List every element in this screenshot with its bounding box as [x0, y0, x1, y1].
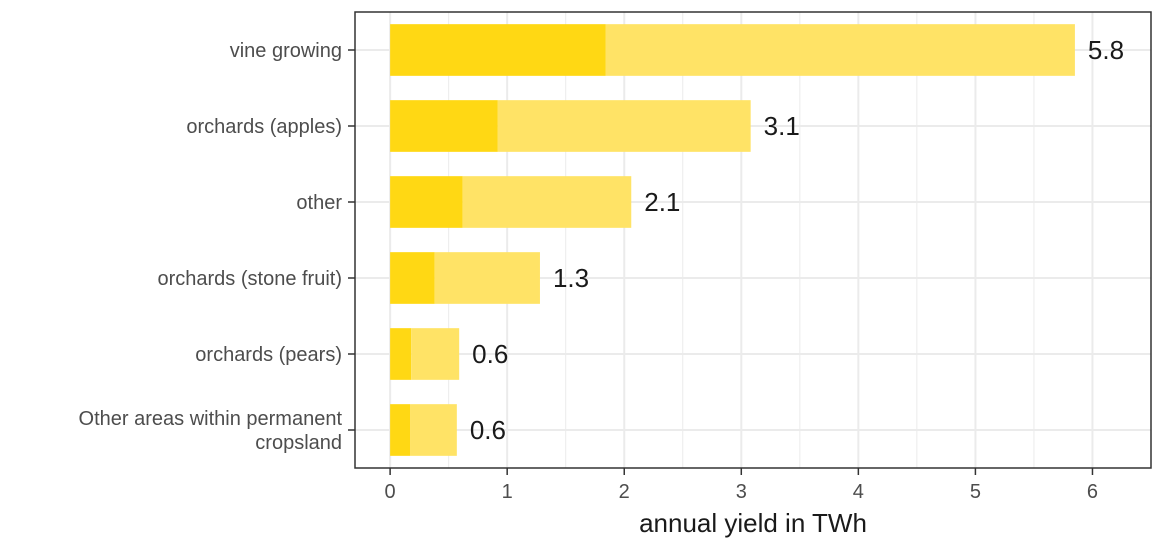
value-label: 0.6 — [472, 339, 508, 369]
category-label: vine growing — [230, 40, 342, 62]
panel-border — [354, 11, 1152, 469]
category-label: orchards (stone fruit) — [157, 268, 342, 290]
x-tick-label: 3 — [736, 481, 747, 503]
value-label: 0.6 — [470, 415, 506, 445]
y-axis: vine growing orchards (apples) other orchar… — [79, 40, 355, 454]
bar-segment-1 — [390, 328, 412, 380]
value-labels: 5.8 3.1 2.1 1.3 0.6 0.6 — [470, 35, 1124, 445]
x-tick-label: 4 — [853, 481, 864, 503]
bars — [390, 24, 1075, 456]
bar-segment-2 — [411, 328, 460, 380]
bar-segment-2 — [497, 100, 751, 152]
bar-segment-1 — [390, 176, 463, 228]
category-label: Other areas within permanent — [79, 408, 343, 430]
x-tick-label: 1 — [502, 481, 513, 503]
value-label: 2.1 — [644, 187, 680, 217]
category-label: orchards (apples) — [186, 116, 342, 138]
bar-segment-2 — [410, 404, 457, 456]
x-tick-label: 6 — [1087, 481, 1098, 503]
bar-segment-2 — [462, 176, 632, 228]
category-label: orchards (pears) — [195, 344, 342, 366]
x-tick-label: 5 — [970, 481, 981, 503]
grid-lines — [355, 12, 1151, 468]
bar-segment-1 — [390, 252, 435, 304]
x-axis-title: annual yield in TWh — [639, 508, 867, 538]
bar-segment-1 — [390, 404, 411, 456]
category-label: cropsland — [255, 432, 342, 454]
value-label: 3.1 — [764, 111, 800, 141]
value-label: 1.3 — [553, 263, 589, 293]
value-label: 5.8 — [1088, 35, 1124, 65]
x-tick-label: 0 — [385, 481, 396, 503]
bar-segment-2 — [434, 252, 540, 304]
x-tick-label: 2 — [619, 481, 630, 503]
bar-segment-2 — [605, 24, 1075, 76]
x-axis: 0 1 2 3 4 5 6 — [385, 468, 1098, 503]
bar-segment-1 — [390, 24, 606, 76]
bar-segment-1 — [390, 100, 498, 152]
category-label: other — [296, 192, 342, 214]
